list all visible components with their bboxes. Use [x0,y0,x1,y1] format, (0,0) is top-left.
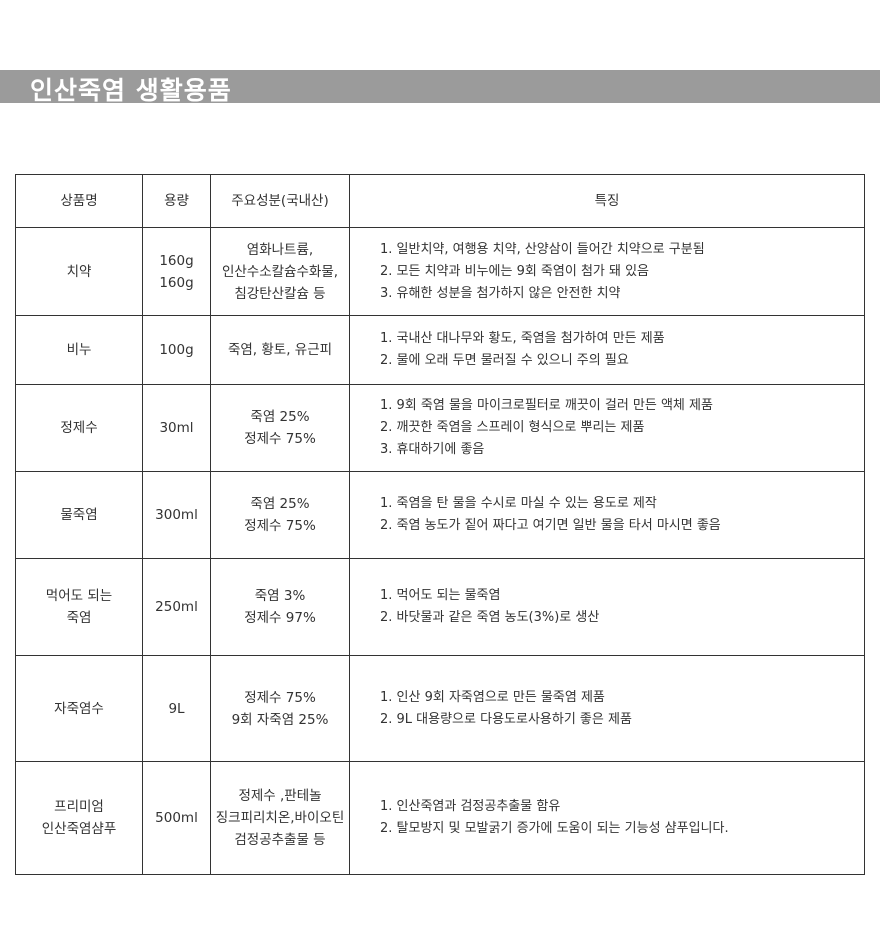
product-name-line: 비누 [66,342,92,358]
header-features: 특징 [349,174,865,228]
volume-line: 160g [159,252,194,269]
volume-cell: 160g 160g [142,227,211,316]
ingredients-cell: 죽염 25% 정제수 75% [210,384,350,472]
ingredients-line: 정제수 75% [244,431,316,447]
features-cell: 1. 인산죽염과 검정공추출물 함유 2. 탈모방지 및 모발굵기 증가에 도움이… [349,761,865,875]
features-cell: 1. 먹어도 되는 물죽염 2. 바닷물과 같은 죽염 농도(3%)로 생산 [349,558,865,656]
features-line: 2. 9L 대용량으로 다용도로사용하기 좋은 제품 [380,711,632,727]
features-line: 2. 모든 치약과 비누에는 9회 죽염이 첨가 돼 있음 [380,263,650,279]
features-cell: 1. 일반치약, 여행용 치약, 산양삼이 들어간 치약으로 구분됨 2. 모든 … [349,227,865,316]
ingredients-line: 죽염 25% [250,409,310,425]
features-cell: 1. 국내산 대나무와 황도, 죽염을 첨가하여 만든 제품 2. 물에 오래 두… [349,315,865,385]
ingredients-cell: 죽염 25% 정제수 75% [210,471,350,559]
features-line: 1. 9회 죽염 물을 마이크로필터로 깨끗이 걸러 만든 액체 제품 [380,398,713,413]
features-line: 2. 탈모방지 및 모발굵기 증가에 도움이 되는 기능성 샴푸입니다. [380,821,729,836]
product-name-cell: 물죽염 [15,471,143,559]
product-name-line: 자죽염수 [54,700,104,717]
table-row: 치약 160g 160g 염화나트륨, 인산수소칼슘수화물, 침강탄산칼슘 등 1. 일반치… [15,227,865,316]
table-row: 자죽염수 9L 정제수 75% 9회 자죽염 25% 1. 인산 9회 자죽염으로 만든… [15,655,865,762]
header-row: 상품명 용량 주요성분(국내산) 특징 [15,174,865,228]
volume-cell: 250ml [142,558,211,656]
product-name-cell: 정제수 [15,384,143,472]
volume-line: 30ml [159,420,194,436]
ingredients-line: 정제수 ,판테놀 [238,788,322,804]
ingredients-line: 인산수소칼슘수화물, [221,263,339,280]
features-line: 2. 바닷물과 같은 죽염 농도(3%)로 생산 [380,610,600,625]
ingredients-line: 9회 자죽염 25% [231,711,329,728]
table-row: 비누 100g 죽염, 황토, 유근피 1. 국내산 대나무와 황도, 죽염을 첨가하… [15,315,865,385]
features-line: 1. 인산 9회 자죽염으로 만든 물죽염 제품 [380,689,605,705]
product-table: 상품명 용량 주요성분(국내산) 특징 치약 160g 160g 염화나트륨, 인산수소… [15,174,865,875]
header-name: 상품명 [15,174,143,228]
volume-line: 300ml [155,507,198,523]
features-cell: 1. 9회 죽염 물을 마이크로필터로 깨끗이 걸러 만든 액체 제품 2. 깨끗… [349,384,865,472]
features-line: 1. 인산죽염과 검정공추출물 함유 [380,799,561,814]
ingredients-line: 죽염, 황토, 유근피 [227,342,333,358]
header-ingredients: 주요성분(국내산) [210,174,350,228]
page-title: 인산죽염 생활용품 [30,76,232,105]
ingredients-line: 죽염 25% [250,496,310,512]
product-name-line: 물죽염 [60,507,98,523]
ingredients-line: 정제수 75% [244,689,316,706]
features-line: 1. 죽염을 탄 물을 수시로 마실 수 있는 용도로 제작 [380,496,657,511]
product-name-cell: 치약 [15,227,143,316]
ingredients-line: 검정공추출물 등 [234,832,326,848]
features-line: 2. 죽염 농도가 짙어 짜다고 여기면 일반 물을 타서 마시면 좋음 [380,518,721,533]
product-name-line: 치약 [66,263,92,280]
features-line: 1. 먹어도 되는 물죽염 [380,588,501,603]
product-name-line: 죽염 [66,610,92,626]
features-cell: 1. 죽염을 탄 물을 수시로 마실 수 있는 용도로 제작 2. 죽염 농도가 … [349,471,865,559]
ingredients-cell: 정제수 75% 9회 자죽염 25% [210,655,350,762]
volume-cell: 500ml [142,761,211,875]
features-line: 3. 유해한 성분을 첨가하지 않은 안전한 치약 [380,285,621,301]
product-name-line: 프리미엄 [54,799,104,815]
product-name-cell: 비누 [15,315,143,385]
ingredients-line: 정제수 97% [244,610,316,626]
ingredients-line: 염화나트륨, [246,241,314,258]
ingredients-line: 침강탄산칼슘 등 [234,285,326,302]
features-cell: 1. 인산 9회 자죽염으로 만든 물죽염 제품 2. 9L 대용량으로 다용도로… [349,655,865,762]
volume-line: 500ml [155,810,198,826]
volume-cell: 300ml [142,471,211,559]
header-volume: 용량 [142,174,211,228]
volume-line: 9L [168,700,185,717]
ingredients-cell: 염화나트륨, 인산수소칼슘수화물, 침강탄산칼슘 등 [210,227,350,316]
volume-line: 100g [159,342,194,358]
volume-line: 250ml [155,599,198,615]
volume-cell: 100g [142,315,211,385]
ingredients-cell: 죽염 3% 정제수 97% [210,558,350,656]
title-bar: 인산죽염 생활용품 [0,70,880,105]
features-line: 3. 휴대하기에 좋음 [380,442,485,457]
features-line: 2. 깨끗한 죽염을 스프레이 형식으로 뿌리는 제품 [380,420,645,435]
product-name-line: 먹어도 되는 [45,588,113,604]
product-name-cell: 자죽염수 [15,655,143,762]
ingredients-line: 정제수 75% [244,518,316,534]
product-name-line: 정제수 [60,420,98,436]
volume-cell: 9L [142,655,211,762]
volume-line: 160g [159,274,194,291]
features-line: 1. 일반치약, 여행용 치약, 산양삼이 들어간 치약으로 구분됨 [380,241,705,257]
features-line: 2. 물에 오래 두면 물러질 수 있으니 주의 필요 [380,353,629,368]
volume-cell: 30ml [142,384,211,472]
features-line: 1. 국내산 대나무와 황도, 죽염을 첨가하여 만든 제품 [380,331,665,346]
ingredients-line: 죽염 3% [254,588,306,604]
table-row: 정제수 30ml 죽염 25% 정제수 75% 1. 9회 죽염 물을 마이크로필터로 … [15,384,865,472]
ingredients-line: 징크피리치온,바이오틴 [215,810,345,826]
product-name-line: 인산죽염샴푸 [41,821,117,837]
table-row: 물죽염 300ml 죽염 25% 정제수 75% 1. 죽염을 탄 물을 수시로 마실 … [15,471,865,559]
ingredients-cell: 죽염, 황토, 유근피 [210,315,350,385]
